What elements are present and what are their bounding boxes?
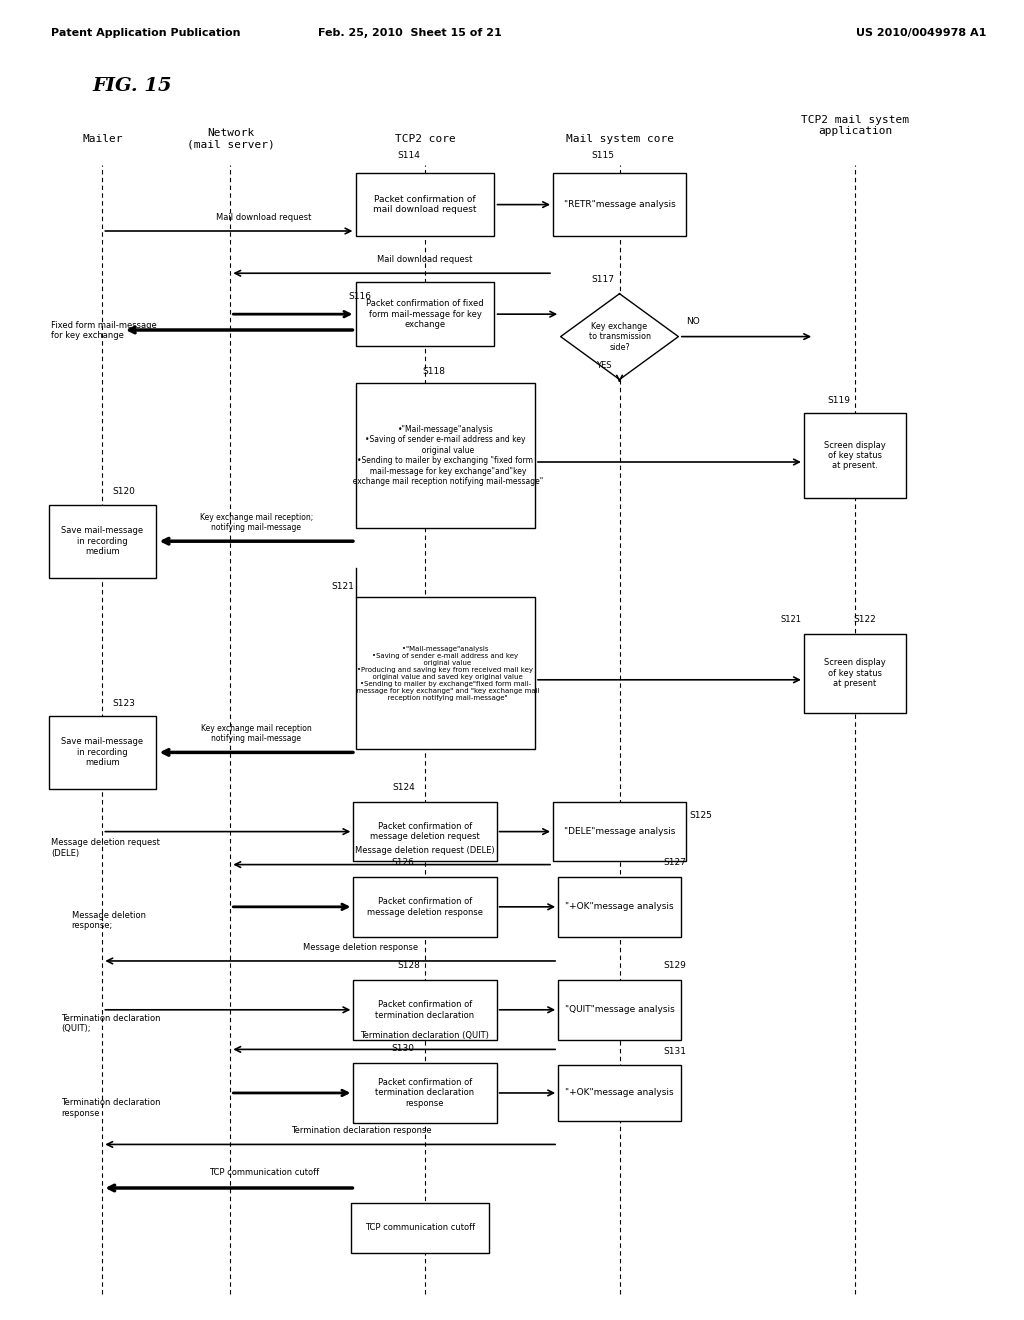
FancyBboxPatch shape — [356, 597, 535, 750]
Text: "+OK"message analysis: "+OK"message analysis — [565, 903, 674, 911]
Text: Feb. 25, 2010  Sheet 15 of 21: Feb. 25, 2010 Sheet 15 of 21 — [317, 28, 502, 38]
Text: "+OK"message analysis: "+OK"message analysis — [565, 1089, 674, 1097]
Text: S129: S129 — [664, 961, 686, 970]
Text: S127: S127 — [664, 858, 686, 867]
Text: Termination declaration
response: Termination declaration response — [61, 1098, 161, 1118]
FancyBboxPatch shape — [804, 634, 906, 713]
Text: "QUIT"message analysis: "QUIT"message analysis — [564, 1006, 675, 1014]
Text: S131: S131 — [664, 1047, 686, 1056]
Text: Save mail-message
in recording
medium: Save mail-message in recording medium — [61, 527, 143, 556]
Text: Screen display
of key status
at present.: Screen display of key status at present. — [824, 441, 886, 470]
Text: Termination declaration (QUIT): Termination declaration (QUIT) — [360, 1031, 489, 1040]
Text: Fixed form mail-message
for key exchange: Fixed form mail-message for key exchange — [51, 321, 157, 341]
Text: S116: S116 — [348, 292, 371, 301]
Text: •"Mail-message"analysis
•Saving of sender e-mail address and key
  original valu: •"Mail-message"analysis •Saving of sende… — [348, 425, 543, 486]
FancyBboxPatch shape — [49, 504, 156, 578]
Text: Packet confirmation of
message deletion request: Packet confirmation of message deletion … — [370, 822, 480, 841]
Text: Mailer: Mailer — [82, 133, 123, 144]
Text: S120: S120 — [113, 487, 135, 496]
Text: Screen display
of key status
at present: Screen display of key status at present — [824, 659, 886, 688]
Text: Packet confirmation of
message deletion response: Packet confirmation of message deletion … — [367, 898, 483, 916]
Text: S128: S128 — [397, 961, 420, 970]
FancyBboxPatch shape — [356, 383, 535, 528]
Polygon shape — [561, 294, 678, 380]
Text: TCP2 core: TCP2 core — [394, 133, 456, 144]
Text: S118: S118 — [423, 367, 445, 376]
Text: Packet confirmation of
termination declaration: Packet confirmation of termination decla… — [376, 1001, 474, 1019]
Text: "DELE"message analysis: "DELE"message analysis — [564, 828, 675, 836]
Text: Packet confirmation of
termination declaration
response: Packet confirmation of termination decla… — [376, 1078, 474, 1107]
FancyBboxPatch shape — [558, 979, 681, 1040]
Text: Network
(mail server): Network (mail server) — [186, 128, 274, 149]
Text: S124: S124 — [392, 783, 415, 792]
Text: Key exchange
to transmission
side?: Key exchange to transmission side? — [589, 322, 650, 351]
Text: YES: YES — [596, 362, 611, 370]
Text: NO: NO — [686, 317, 699, 326]
Text: Key exchange mail reception
notifying mail-message: Key exchange mail reception notifying ma… — [201, 723, 311, 743]
Text: S121: S121 — [331, 582, 354, 591]
Text: Packet confirmation of
mail download request: Packet confirmation of mail download req… — [373, 195, 477, 214]
FancyBboxPatch shape — [558, 878, 681, 937]
FancyBboxPatch shape — [353, 979, 497, 1040]
FancyBboxPatch shape — [353, 1064, 497, 1122]
FancyBboxPatch shape — [553, 803, 686, 862]
Text: S125: S125 — [689, 812, 712, 820]
Text: Message deletion
response;: Message deletion response; — [72, 911, 145, 931]
Text: TCP communication cutoff: TCP communication cutoff — [209, 1168, 318, 1177]
FancyBboxPatch shape — [49, 715, 156, 789]
FancyBboxPatch shape — [356, 173, 494, 236]
Text: TCP2 mail system
application: TCP2 mail system application — [801, 115, 909, 136]
FancyBboxPatch shape — [356, 282, 494, 346]
Text: Termination declaration
(QUIT);: Termination declaration (QUIT); — [61, 1014, 161, 1034]
Text: •"Mail-message"analysis
•Saving of sender e-mail address and key
  original valu: •"Mail-message"analysis •Saving of sende… — [351, 645, 540, 701]
Text: Message deletion request
(DELE): Message deletion request (DELE) — [51, 838, 160, 858]
Text: S119: S119 — [827, 396, 850, 405]
FancyBboxPatch shape — [353, 803, 497, 862]
Text: Save mail-message
in recording
medium: Save mail-message in recording medium — [61, 738, 143, 767]
Text: "RETR"message analysis: "RETR"message analysis — [563, 201, 676, 209]
Text: S126: S126 — [392, 858, 415, 867]
FancyBboxPatch shape — [350, 1203, 489, 1253]
Text: S114: S114 — [397, 150, 420, 160]
FancyBboxPatch shape — [804, 412, 906, 498]
Text: Message deletion request (DELE): Message deletion request (DELE) — [355, 846, 495, 855]
Text: Mail download request: Mail download request — [377, 255, 473, 264]
Text: S117: S117 — [592, 275, 614, 284]
Text: Patent Application Publication: Patent Application Publication — [51, 28, 241, 38]
Text: Mail system core: Mail system core — [565, 133, 674, 144]
Text: S121: S121 — [780, 615, 802, 624]
Text: S115: S115 — [592, 150, 614, 160]
Text: Termination declaration response: Termination declaration response — [291, 1126, 431, 1135]
Text: S123: S123 — [113, 698, 135, 708]
Text: S122: S122 — [853, 615, 876, 624]
Text: Message deletion response: Message deletion response — [303, 942, 419, 952]
Text: Packet confirmation of fixed
form mail-message for key
exchange: Packet confirmation of fixed form mail-m… — [367, 300, 483, 329]
FancyBboxPatch shape — [353, 878, 497, 937]
Text: TCP communication cutoff: TCP communication cutoff — [365, 1224, 475, 1232]
Text: Key exchange mail reception;
notifying mail-message: Key exchange mail reception; notifying m… — [200, 512, 313, 532]
Text: US 2010/0049978 A1: US 2010/0049978 A1 — [856, 28, 987, 38]
FancyBboxPatch shape — [558, 1065, 681, 1121]
Text: FIG. 15: FIG. 15 — [92, 77, 172, 95]
Text: Mail download request: Mail download request — [216, 213, 311, 222]
FancyBboxPatch shape — [553, 173, 686, 236]
Text: S130: S130 — [392, 1044, 415, 1053]
